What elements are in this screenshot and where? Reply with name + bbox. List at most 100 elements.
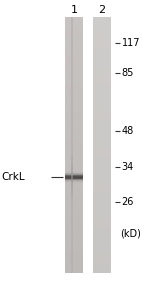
Bar — [65, 227, 83, 228]
Bar — [65, 209, 83, 210]
Bar — [93, 48, 111, 49]
Bar — [71, 216, 73, 217]
Bar — [65, 131, 83, 132]
Bar — [65, 49, 83, 50]
Bar — [93, 82, 111, 83]
Bar — [93, 81, 111, 83]
Bar — [65, 135, 83, 136]
Bar — [71, 181, 73, 182]
Bar — [71, 243, 73, 244]
Text: 48: 48 — [122, 126, 134, 136]
Bar — [93, 45, 111, 46]
Bar — [65, 203, 83, 204]
Bar — [65, 224, 83, 225]
Bar — [71, 160, 73, 161]
Bar — [71, 131, 73, 132]
Bar — [65, 140, 83, 141]
Bar — [71, 236, 73, 237]
Bar — [71, 31, 73, 32]
Bar — [65, 49, 83, 50]
Bar — [71, 223, 73, 224]
Bar — [65, 157, 83, 158]
Bar — [65, 172, 83, 173]
Bar — [65, 124, 83, 125]
Bar — [65, 63, 83, 64]
Bar — [71, 161, 73, 162]
Bar — [71, 91, 73, 92]
Bar — [93, 94, 111, 95]
Bar — [65, 125, 83, 126]
Bar — [93, 183, 111, 184]
Bar — [93, 240, 111, 241]
Bar — [71, 185, 73, 186]
Bar — [93, 271, 111, 272]
Bar — [71, 229, 73, 230]
Bar — [65, 83, 83, 84]
Bar — [93, 234, 111, 236]
Bar — [65, 39, 83, 40]
Bar — [93, 202, 111, 203]
Bar — [65, 32, 83, 33]
Bar — [93, 213, 111, 214]
Bar — [65, 182, 83, 183]
Bar — [71, 216, 73, 217]
Bar — [65, 177, 83, 178]
Bar — [65, 149, 83, 150]
Bar — [93, 166, 111, 167]
Bar — [93, 62, 111, 63]
Bar — [71, 97, 73, 98]
Bar — [65, 213, 83, 214]
Bar — [71, 195, 73, 196]
Bar — [71, 191, 73, 192]
Bar — [93, 127, 111, 128]
Bar — [93, 16, 111, 17]
Bar — [93, 117, 111, 119]
Bar — [65, 137, 83, 138]
Bar — [65, 166, 83, 167]
Bar — [93, 147, 111, 148]
Bar — [93, 67, 111, 68]
Bar — [93, 265, 111, 266]
Bar — [93, 252, 111, 253]
Bar — [93, 131, 111, 132]
Bar — [93, 44, 111, 45]
Bar — [93, 212, 111, 213]
Bar — [93, 144, 111, 145]
Bar — [93, 132, 111, 133]
Bar — [65, 207, 83, 208]
Bar — [71, 214, 73, 215]
Bar — [93, 143, 111, 144]
Bar — [93, 73, 111, 74]
Bar — [71, 38, 73, 39]
Bar — [71, 56, 73, 57]
Bar — [71, 234, 73, 235]
Bar — [93, 69, 111, 70]
Bar — [65, 196, 83, 197]
Bar — [65, 269, 83, 270]
Bar — [65, 51, 83, 52]
Bar — [71, 253, 73, 254]
Bar — [65, 20, 83, 21]
Bar — [93, 95, 111, 96]
Bar — [65, 239, 83, 240]
Bar — [65, 254, 83, 255]
Text: CrkL: CrkL — [2, 172, 25, 182]
Bar — [71, 46, 73, 47]
Bar — [71, 146, 73, 147]
Bar — [71, 250, 73, 251]
Bar — [71, 180, 73, 181]
Bar — [71, 79, 73, 80]
Bar — [93, 72, 111, 73]
Bar — [93, 232, 111, 233]
Bar — [71, 176, 73, 177]
Bar — [93, 26, 111, 27]
Bar — [93, 207, 111, 208]
Bar — [71, 268, 73, 269]
Bar — [93, 253, 111, 254]
Bar — [65, 141, 83, 142]
Bar — [71, 87, 73, 88]
Bar — [93, 250, 111, 251]
Bar — [93, 156, 111, 157]
Bar — [65, 253, 83, 254]
Bar — [93, 100, 111, 101]
